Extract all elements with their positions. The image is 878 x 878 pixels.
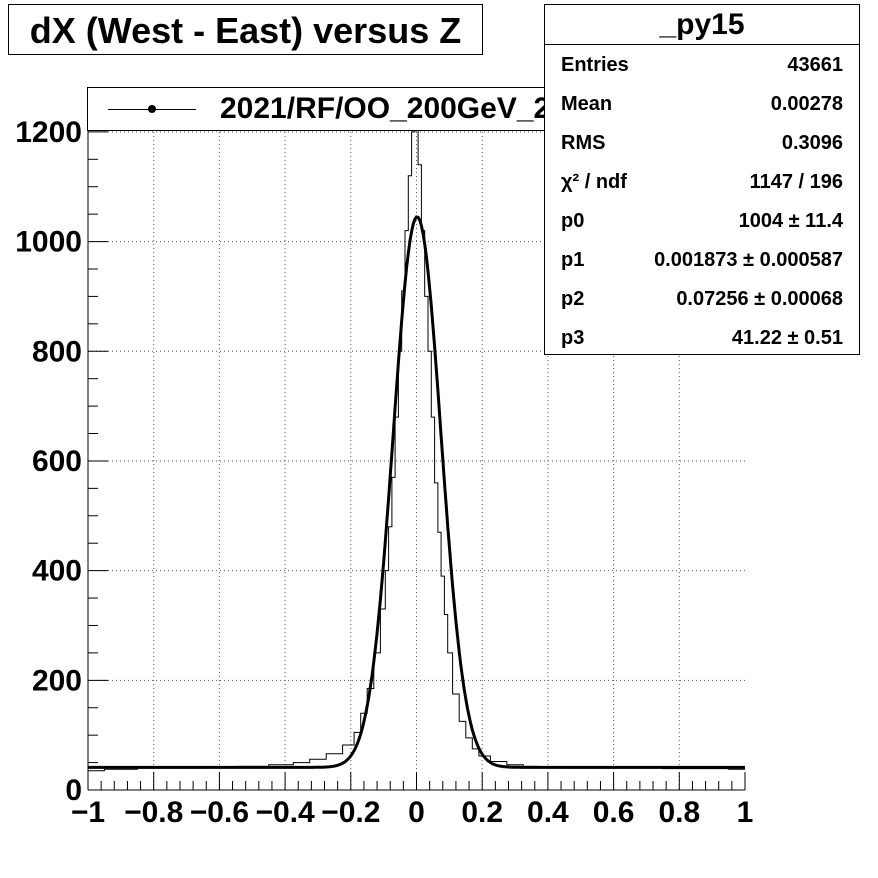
stats-value: 43661: [787, 54, 843, 76]
stats-row-entries: Entries 43661: [545, 45, 859, 84]
stats-label: RMS: [561, 132, 606, 154]
y-tick-label: 1200: [15, 116, 82, 149]
y-tick-label: 400: [32, 555, 82, 588]
stats-row-rms: RMS 0.3096: [545, 123, 859, 162]
stats-label: p3: [561, 327, 585, 349]
y-tick-label: 200: [32, 664, 82, 697]
stats-value: 41.22 ± 0.51: [731, 327, 843, 349]
stats-value: 1004 ± 11.4: [738, 210, 843, 232]
x-tick-label: 0: [408, 796, 425, 829]
x-tick-label: −0.8: [124, 796, 183, 829]
y-tick-label: 0: [65, 774, 82, 807]
stats-row-p0: p0 1004 ± 11.4: [545, 201, 859, 240]
legend-marker: [148, 105, 156, 113]
stats-row-p1: p1 0.001873 ± 0.000587: [545, 240, 859, 279]
stats-label: χ² / ndf: [561, 171, 627, 193]
stats-name: _py15: [545, 5, 859, 45]
y-tick-label: 1000: [15, 226, 82, 259]
stats-value: 0.07256 ± 0.00068: [676, 288, 843, 310]
stats-label: p2: [561, 288, 585, 310]
x-tick-label: −0.2: [321, 796, 380, 829]
fit-curve: [88, 215, 745, 769]
legend: 2021/RF/OO_200GeV_2021: [87, 87, 614, 131]
y-tick-label: 600: [32, 445, 82, 478]
stats-label: Mean: [561, 93, 613, 115]
stats-box: _py15 Entries 43661 Mean 0.00278 RMS 0.3…: [544, 4, 860, 355]
legend-label: 2021/RF/OO_200GeV_2021: [220, 92, 601, 125]
axes: −1 −0.8 −0.6 −0.4 −0.2 0 0.2 0.4 0.6 0.8 1 0 200 400 6…: [15, 88, 753, 829]
x-tick-label: 1: [737, 796, 754, 829]
y-tick-label: 800: [32, 335, 82, 368]
stats-label: p1: [561, 249, 585, 271]
x-tick-label: −0.6: [190, 796, 249, 829]
stats-row-p3: p3 41.22 ± 0.51: [545, 318, 859, 357]
x-tick-label: 0.2: [461, 796, 503, 829]
x-tick-label: 0.8: [658, 796, 700, 829]
stats-value: 0.001873 ± 0.000587: [654, 249, 843, 271]
stats-value: 0.00278: [770, 93, 843, 115]
x-tick-label: 0.4: [527, 796, 569, 829]
stats-value: 0.3096: [781, 132, 843, 154]
x-tick-label: −0.4: [255, 796, 315, 829]
x-tick-label: 0.6: [593, 796, 635, 829]
plot-title: dX (West - East) versus Z: [8, 4, 483, 55]
stats-label: p0: [561, 210, 585, 232]
fit-series: [88, 215, 745, 769]
x-tick-label: −1: [71, 796, 105, 829]
stats-label: Entries: [561, 54, 629, 76]
stats-row-mean: Mean 0.00278: [545, 84, 859, 123]
stats-value: 1147 / 196: [749, 171, 843, 193]
stats-row-chi2: χ² / ndf 1147 / 196: [545, 162, 859, 201]
stats-row-p2: p2 0.07256 ± 0.00068: [545, 279, 859, 318]
